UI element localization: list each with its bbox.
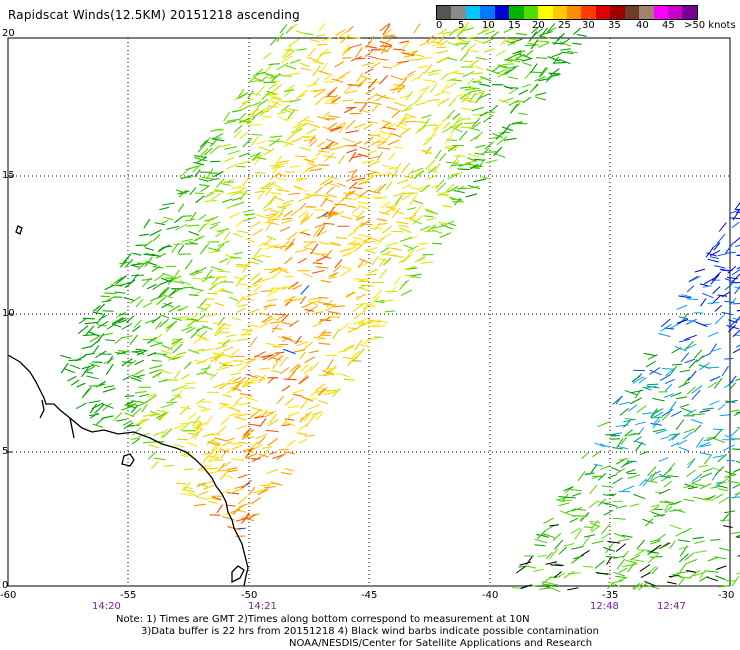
legend-swatch bbox=[437, 6, 452, 19]
legend-swatch bbox=[480, 6, 495, 19]
legend-label: 35 bbox=[608, 20, 621, 31]
note-line: Note: 1) Times are GMT 2)Times along bot… bbox=[116, 614, 530, 625]
lon-label--30: -30 bbox=[718, 590, 735, 601]
legend-swatch bbox=[566, 6, 582, 19]
time-label: 12:48 bbox=[590, 601, 619, 612]
legend-swatch bbox=[451, 6, 466, 19]
lat-label-20: 20 bbox=[2, 28, 15, 39]
lat-label-5: 5 bbox=[2, 446, 9, 457]
legend-label: 5 bbox=[458, 20, 465, 31]
legend-label: 30 bbox=[582, 20, 595, 31]
legend-swatch bbox=[538, 6, 553, 19]
coastline bbox=[7, 225, 249, 587]
legend-swatch bbox=[682, 6, 697, 19]
legend-label: 10 bbox=[482, 20, 495, 31]
legend-swatch bbox=[494, 6, 510, 19]
legend-label: 45 bbox=[662, 20, 675, 31]
lon-label--50: -50 bbox=[241, 590, 258, 601]
legend-label: 15 bbox=[508, 20, 521, 31]
legend-swatch bbox=[581, 6, 596, 19]
legend-swatch bbox=[465, 6, 481, 19]
note-line: 3)Data buffer is 22 hrs from 20151218 4)… bbox=[141, 626, 599, 637]
time-label: 14:20 bbox=[92, 601, 121, 612]
lon-label--40: -40 bbox=[482, 590, 499, 601]
legend-swatch bbox=[668, 6, 683, 19]
legend-label: 20 bbox=[532, 20, 545, 31]
legend-swatch bbox=[639, 6, 654, 19]
legend-swatch bbox=[552, 6, 567, 19]
legend-label: 40 bbox=[636, 20, 649, 31]
chart-title: Rapidscat Winds(12.5KM) 20151218 ascendi… bbox=[8, 8, 300, 22]
lat-label-10: 10 bbox=[2, 308, 15, 319]
lon-label--55: -55 bbox=[120, 590, 137, 601]
time-label: 14:21 bbox=[248, 601, 277, 612]
legend-swatch bbox=[523, 6, 539, 19]
legend-label: 0 bbox=[436, 20, 443, 31]
lat-label-0: 0 bbox=[2, 580, 9, 591]
legend-swatch bbox=[653, 6, 668, 19]
legend-swatch bbox=[610, 6, 625, 19]
map-frame bbox=[7, 37, 731, 587]
note-line: NOAA/NESDIS/Center for Satellite Applica… bbox=[289, 638, 593, 649]
legend-labels: 0 5 10 15 20 25 30 35 40 45 >50 knots bbox=[430, 20, 736, 34]
lat-label-15: 15 bbox=[2, 170, 15, 181]
lon-label--35: -35 bbox=[602, 590, 619, 601]
legend-label: 25 bbox=[558, 20, 571, 31]
legend-color-bar bbox=[436, 5, 698, 20]
wind-barbs bbox=[60, 22, 740, 593]
time-label: 12:47 bbox=[657, 601, 686, 612]
lon-label--60: -60 bbox=[0, 590, 17, 601]
legend-swatch bbox=[509, 6, 524, 19]
legend-label: >50 knots bbox=[684, 20, 736, 31]
legend-swatch bbox=[595, 6, 611, 19]
lon-label--45: -45 bbox=[361, 590, 378, 601]
legend-swatch bbox=[624, 6, 640, 19]
